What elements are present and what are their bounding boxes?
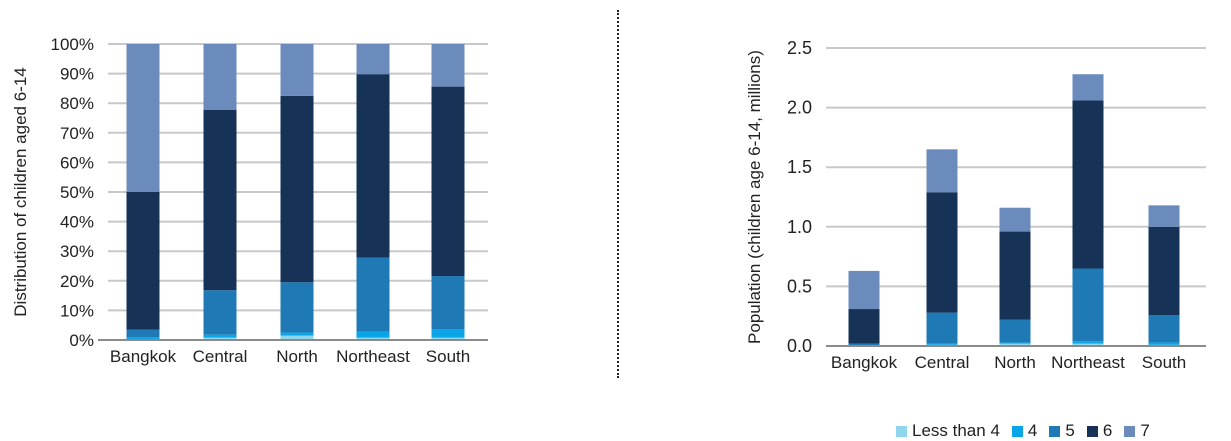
bar-segment-north-less-than-4 (999, 343, 1031, 346)
y-tick-label: 40% (60, 213, 94, 232)
bar-segment-north-4 (999, 342, 1031, 344)
legend-swatch (1086, 425, 1098, 437)
bar-segment-central-4 (203, 334, 237, 338)
bar-segment-north-7 (280, 44, 314, 96)
bar-segment-northeast-7 (1072, 74, 1104, 101)
legend-label: 7 (1140, 421, 1150, 440)
y-tick-label: 80% (60, 94, 94, 113)
x-category-label: Bangkok (110, 347, 177, 366)
y-tick-label: 10% (60, 301, 94, 320)
legend-item-6: 6 (1086, 421, 1113, 441)
bar-segment-north-5 (280, 282, 314, 333)
bar-segment-south-less-than-4 (431, 337, 465, 340)
bar-segment-south-6 (1148, 226, 1180, 316)
bar-segment-north-4 (280, 332, 314, 336)
bar-segment-north-6 (280, 95, 314, 283)
legend-swatch (1011, 425, 1023, 437)
y-tick-label: 1.5 (787, 157, 812, 177)
bar-segment-south-4 (1148, 342, 1180, 345)
bar-segment-central-less-than-4 (203, 337, 237, 340)
legend-item-5: 5 (1049, 421, 1075, 441)
bar-segment-bangkok-5 (126, 329, 160, 338)
x-category-label: Northeast (1051, 353, 1125, 372)
bar-segment-northeast-less-than-4 (356, 337, 390, 340)
x-category-label: South (1142, 353, 1186, 372)
bar-segment-north-7 (999, 207, 1031, 232)
bar-segment-south-7 (1148, 205, 1180, 227)
bar-segment-northeast-5 (1072, 268, 1104, 342)
legend-item-less-than-4: Less than 4 (896, 421, 1000, 441)
bar-segment-northeast-4 (356, 331, 390, 338)
legend-item-4: 4 (1011, 421, 1038, 441)
panel-divider (617, 10, 619, 378)
x-category-label: Central (915, 353, 970, 372)
y-axis-label: Population (children age 6-14, millions) (745, 50, 764, 344)
y-tick-label: 0% (69, 331, 94, 350)
legend-swatch (1124, 425, 1136, 437)
bar-segment-north-less-than-4 (280, 335, 314, 340)
y-tick-label: 1.0 (787, 217, 812, 237)
population-chart: 0.0 0.5 1.0 1.5 2.0 2.5 Bangkok Central North Nor… (745, 38, 1206, 372)
y-axis-label: Distribution of children aged 6-14 (11, 67, 30, 316)
bar-segment-bangkok-6 (848, 309, 880, 344)
y-tick-label: 50% (60, 183, 94, 202)
bar-segment-south-5 (431, 276, 465, 330)
bar-segment-central-5 (203, 290, 237, 335)
bar-segment-central-4 (926, 343, 958, 345)
bar-segment-south-6 (431, 86, 465, 277)
y-tick-label: 30% (60, 242, 94, 261)
legend-swatch (896, 425, 907, 437)
bar-segment-south-5 (1148, 315, 1180, 343)
bar-segment-northeast-6 (356, 74, 390, 258)
bar-segment-central-6 (926, 192, 958, 313)
y-tick-label: 100% (51, 35, 94, 54)
distribution-chart: 0% 10% 20% 30% 40% 50% 60% 70% 80% 90% 100% Bangkok… (11, 35, 488, 366)
bar-segment-bangkok-7 (848, 270, 880, 310)
bar-segment-northeast-7 (356, 44, 390, 75)
bar-segment-northeast-4 (1072, 341, 1104, 344)
bar-segment-central-6 (203, 109, 237, 291)
legend-swatch (1049, 425, 1061, 437)
legend: Less than 4 4 5 6 7 (896, 421, 1150, 441)
legend-item-7: 7 (1124, 421, 1150, 441)
bar-segment-bangkok-4 (126, 337, 160, 340)
bar-segment-north-5 (999, 319, 1031, 343)
bar-segment-northeast-5 (356, 257, 390, 332)
y-tick-label: 0.5 (787, 276, 812, 296)
legend-label: 5 (1065, 421, 1075, 440)
x-category-label: Northeast (336, 347, 410, 366)
x-category-label: Central (193, 347, 248, 366)
legend-label: Less than 4 (912, 421, 1000, 440)
y-tick-label: 90% (60, 65, 94, 84)
bar-segment-central-5 (926, 312, 958, 344)
x-category-label: Bangkok (831, 353, 898, 372)
legend-label: 6 (1102, 421, 1113, 440)
bar-segment-north-6 (999, 231, 1031, 320)
bar-segment-northeast-less-than-4 (1072, 343, 1104, 346)
bar-segment-central-7 (926, 149, 958, 193)
bar-segment-bangkok-7 (126, 44, 160, 192)
legend-label: 4 (1027, 421, 1038, 440)
y-tick-label: 20% (60, 272, 94, 291)
bar-segment-northeast-6 (1072, 100, 1104, 269)
x-category-label: South (426, 347, 470, 366)
x-category-label: North (276, 347, 318, 366)
y-tick-label: 2.5 (787, 38, 812, 58)
bar-segment-central-7 (203, 44, 237, 110)
y-tick-label: 60% (60, 153, 94, 172)
y-tick-label: 70% (60, 124, 94, 143)
x-category-label: North (994, 353, 1036, 372)
bar-segment-south-4 (431, 329, 465, 338)
y-tick-label: 0.0 (787, 336, 812, 356)
bar-segment-bangkok-5 (848, 343, 880, 346)
y-tick-label: 2.0 (787, 98, 812, 118)
bar-segment-south-7 (431, 44, 465, 87)
bar-segment-bangkok-6 (126, 192, 160, 330)
